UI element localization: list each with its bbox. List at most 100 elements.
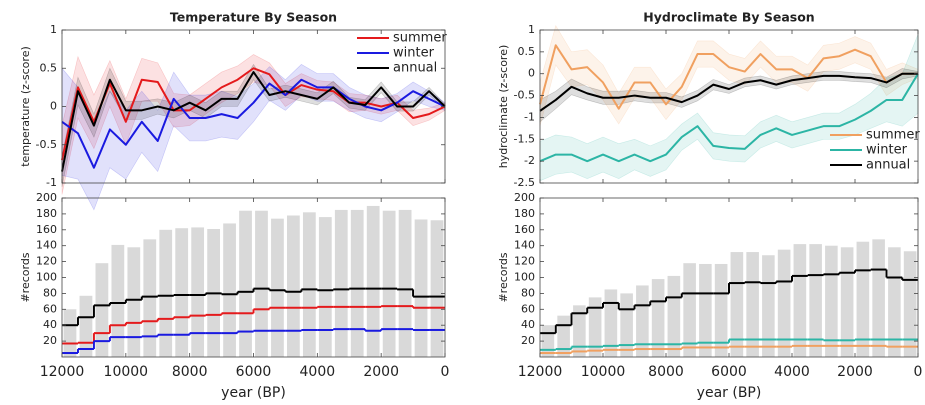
bar	[111, 244, 125, 357]
series-line	[539, 72, 918, 112]
y-tick-label: 100	[514, 271, 535, 284]
y-tick-label: 0	[50, 100, 57, 113]
y-tick-label: 160	[514, 223, 535, 236]
x-tick-label: 8000	[648, 364, 684, 380]
bar	[840, 247, 854, 357]
bar	[398, 209, 412, 357]
x-tick-label: 10000	[104, 364, 149, 380]
bar	[573, 305, 586, 357]
bar	[143, 239, 157, 357]
legend-label: winter	[866, 143, 908, 158]
bar	[793, 244, 807, 357]
bar	[127, 247, 141, 357]
y-tick-label: 200	[514, 191, 535, 204]
bar	[79, 295, 93, 357]
bar	[746, 252, 759, 357]
y-tick-label: -2.5	[514, 176, 535, 189]
x-tick-label: 8000	[172, 364, 208, 380]
bar	[430, 220, 444, 357]
bar	[636, 285, 649, 357]
y-tick-label: -0.5	[514, 89, 535, 102]
y-tick-label: 0	[528, 67, 535, 80]
bar	[302, 212, 316, 357]
bar	[683, 263, 696, 357]
bar	[651, 279, 665, 357]
x-tick-label: 4000	[300, 364, 336, 380]
legend-label: annual	[866, 158, 910, 173]
x-tick-label: 2000	[837, 364, 873, 380]
bar	[366, 205, 380, 357]
x-tick-label: 0	[441, 364, 450, 380]
bar	[175, 228, 189, 357]
bar	[382, 210, 396, 357]
bar	[334, 209, 348, 357]
x-tick-label: 10000	[581, 364, 626, 380]
y-tick-label: 180	[514, 207, 535, 220]
x-tick-label: 12000	[40, 364, 85, 380]
bar	[414, 219, 428, 357]
legend-label: summer	[393, 31, 447, 46]
y-tick-label: 1	[528, 23, 535, 36]
series-line	[539, 73, 919, 163]
panel: Hydroclimate By Season hydroclimate (z-sc…	[497, 10, 920, 190]
series-line	[539, 44, 918, 110]
y-tick-label: 0.5	[518, 45, 536, 58]
bar	[318, 217, 332, 357]
series-line	[61, 71, 446, 172]
y-tick-label: 60	[521, 302, 535, 315]
y-tick-label: -0.5	[36, 138, 57, 151]
panel: Temperature By Season temperature (z-scor…	[19, 10, 447, 211]
bar	[557, 315, 570, 357]
x-axis-label: year (BP)	[697, 385, 762, 401]
x-tick-label: 12000	[518, 364, 563, 380]
y-tick-label: 140	[514, 239, 535, 252]
y-tick-label: 180	[36, 207, 57, 220]
bar	[350, 209, 364, 357]
bar	[159, 229, 173, 357]
x-axis-label: year (BP)	[221, 385, 286, 401]
bar	[63, 309, 77, 357]
x-tick-label: 6000	[711, 364, 747, 380]
y-tick-label: 80	[43, 286, 57, 299]
y-tick-label: 1	[50, 23, 57, 36]
bar	[191, 227, 205, 357]
y-tick-label: -1.5	[514, 132, 535, 145]
panel: #records year (BP) 20 40 60 80 100 120 140 160 180…	[497, 191, 922, 401]
y-tick-label: 40	[521, 318, 535, 331]
bar	[903, 251, 917, 357]
bar	[95, 263, 109, 357]
bar	[888, 247, 901, 357]
y-axis-label: temperature (z-score)	[19, 46, 32, 167]
bar	[699, 263, 712, 357]
y-tick-label: -2	[524, 154, 535, 167]
bar	[588, 297, 602, 357]
bar	[777, 249, 791, 357]
x-tick-label: 2000	[363, 364, 399, 380]
y-tick-label: 80	[521, 286, 535, 299]
chart-title: Temperature By Season	[170, 10, 337, 25]
bar	[255, 210, 268, 357]
bar	[271, 218, 284, 357]
bar	[223, 223, 236, 357]
y-tick-label: 100	[36, 271, 57, 284]
bar	[809, 244, 822, 357]
y-tick-label: 200	[36, 191, 57, 204]
series-line	[61, 78, 446, 169]
y-axis-label: #records	[497, 252, 510, 302]
y-tick-label: 20	[521, 334, 535, 347]
y-tick-label: -1	[524, 110, 535, 123]
bar	[620, 293, 633, 357]
bar	[762, 255, 775, 357]
bar	[287, 215, 300, 357]
bar	[667, 275, 681, 357]
y-tick-label: 0.5	[40, 61, 58, 74]
legend-label: annual	[393, 61, 437, 76]
panel: #records year (BP) 20 40 60 80 100 120 140 160 180…	[19, 191, 449, 401]
y-axis-label: #records	[19, 252, 32, 302]
y-tick-label: 20	[43, 334, 57, 347]
chart-title: Hydroclimate By Season	[643, 10, 814, 25]
x-tick-label: 4000	[774, 364, 810, 380]
x-tick-label: 6000	[236, 364, 272, 380]
y-tick-label: 40	[43, 318, 57, 331]
